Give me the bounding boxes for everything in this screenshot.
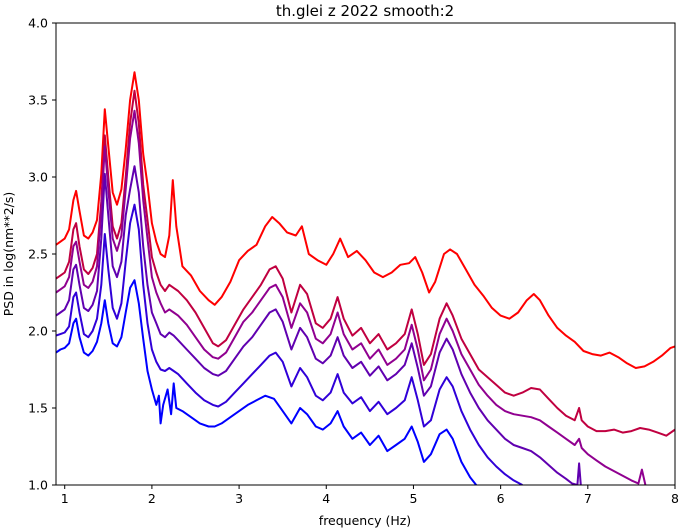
series-line-2: [56, 89, 675, 437]
tick-layer: 1 2 3 4 5 6 7 8 1.0 1.5 2.0 2.5 3.0 3.5 4.0: [28, 16, 679, 507]
series-line-1: [56, 71, 675, 369]
y-axis-label: PSD in log(nm**2/s): [1, 192, 16, 317]
series-line-4: [56, 165, 582, 485]
x-tick-label: 1: [61, 491, 69, 506]
x-axis-label: frequency (Hz): [319, 513, 411, 528]
plot-frame: [55, 22, 676, 486]
x-tick-label: 3: [235, 491, 243, 506]
y-tick-label: 1.5: [28, 401, 48, 416]
x-tick-label: 5: [409, 491, 417, 506]
y-tick-label: 2.0: [28, 324, 48, 339]
y-tick-label: 2.5: [28, 247, 48, 262]
x-tick-label: 6: [497, 491, 505, 506]
chart-title: th.glei z 2022 smooth:2: [276, 2, 454, 20]
y-tick-label: 3.5: [28, 93, 48, 108]
x-tick-label: 4: [322, 491, 330, 506]
x-tick-label: 8: [671, 491, 679, 506]
series-line-6: [56, 279, 477, 485]
x-tick-label: 2: [148, 491, 156, 506]
x-tick-label: 7: [584, 491, 592, 506]
y-tick-label: 4.0: [28, 16, 48, 31]
y-tick-label: 1.0: [28, 478, 48, 493]
y-tick-label: 3.0: [28, 170, 48, 185]
series-layer: [56, 71, 675, 485]
series-line-3: [56, 109, 647, 485]
series-line-5: [56, 203, 523, 485]
